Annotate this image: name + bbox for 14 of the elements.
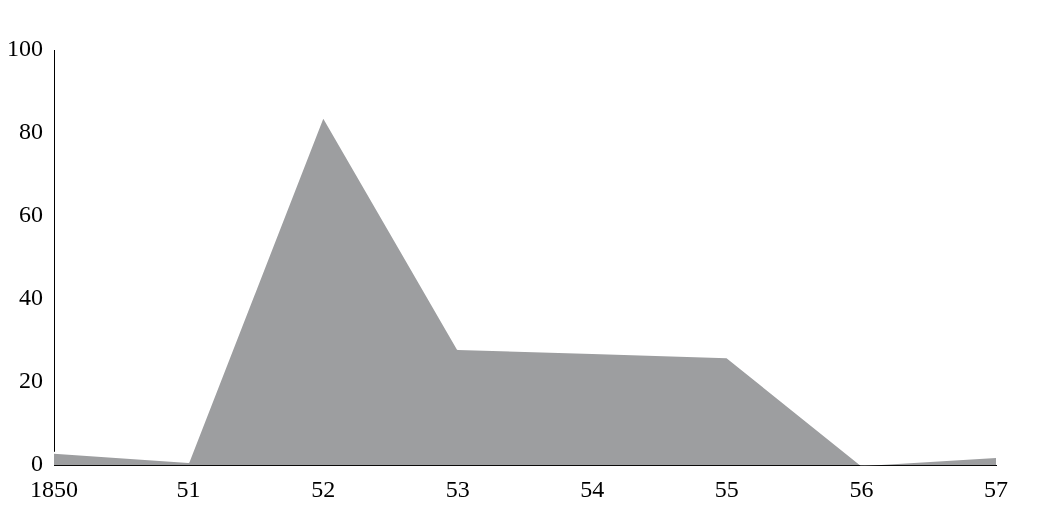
x-tick-label: 57 — [984, 475, 1008, 502]
x-tick-label: 52 — [311, 475, 336, 502]
y-tick-label: 0 — [31, 450, 43, 477]
y-tick-label: 20 — [19, 367, 43, 394]
y-tick-label: 60 — [19, 201, 43, 228]
x-tick-label: 54 — [580, 475, 605, 502]
x-tick-label: 55 — [714, 475, 739, 502]
x-tick-label: 53 — [445, 475, 470, 502]
x-tick-label: 1850 — [30, 475, 78, 502]
y-tick-label: 100 — [7, 35, 43, 62]
x-tick-label: 51 — [176, 475, 201, 502]
x-tick-label: 56 — [849, 475, 874, 502]
y-tick-label: 80 — [19, 118, 43, 145]
y-tick-label: 40 — [19, 284, 43, 311]
